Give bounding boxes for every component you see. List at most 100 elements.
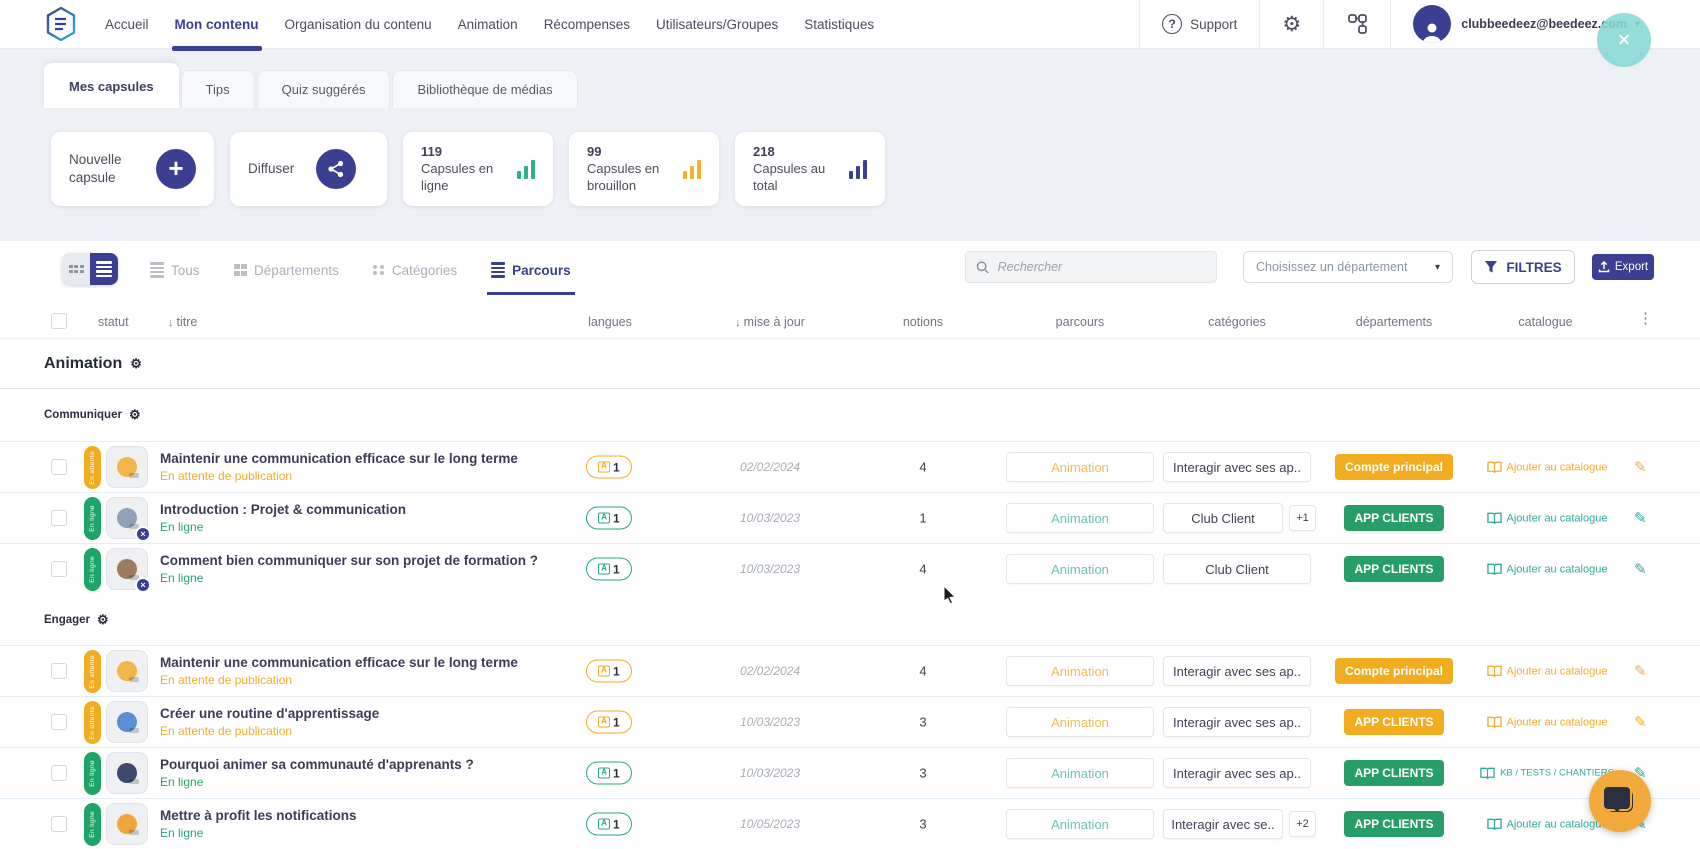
clock-thumbnail[interactable]: × <box>106 701 148 743</box>
column-titre[interactable]: ↓titre <box>168 315 197 329</box>
department-badge[interactable]: APP CLIENTS <box>1344 760 1443 786</box>
tab-bibliotheque-medias[interactable]: Bibliothèque de médias <box>392 70 577 108</box>
row-checkbox[interactable] <box>51 816 67 832</box>
column-langues[interactable]: langues <box>575 315 645 329</box>
category-chip[interactable]: Interagir avec ses ap.. <box>1163 707 1311 737</box>
department-badge[interactable]: Compte principal <box>1335 658 1453 684</box>
column-departements[interactable]: départements <box>1328 315 1460 329</box>
new-capsule-button[interactable]: Nouvelle capsule + <box>51 132 214 206</box>
stat-capsules-total[interactable]: 218 Capsules au total <box>735 132 885 206</box>
nav-item-utilisateurs[interactable]: Utilisateurs/Groupes <box>643 0 791 48</box>
nav-item-mon-contenu[interactable]: Mon contenu <box>162 0 272 48</box>
capsule-title[interactable]: Créer une routine d'apprentissage <box>160 706 590 721</box>
language-count-badge[interactable]: A 1 <box>586 660 632 683</box>
tab-mes-capsules[interactable]: Mes capsules <box>44 63 179 108</box>
megaphone-thumbnail[interactable]: × <box>106 446 148 488</box>
add-to-catalog-button[interactable]: Ajouter au catalogue <box>1468 461 1626 474</box>
org-chart-button[interactable] <box>1323 0 1390 48</box>
column-mise-a-jour[interactable]: ↓mise à jour <box>716 315 824 329</box>
megaphone-thumbnail[interactable]: × <box>106 650 148 692</box>
settings-button[interactable]: ⚙ <box>1259 0 1323 48</box>
parcours-chip[interactable]: Animation <box>1006 554 1154 584</box>
nav-item-accueil[interactable]: Accueil <box>92 0 162 48</box>
nav-item-recompenses[interactable]: Récompenses <box>531 0 643 48</box>
tab-quiz-suggeres[interactable]: Quiz suggérés <box>257 70 391 108</box>
capsule-title[interactable]: Maintenir une communication efficace sur… <box>160 451 590 466</box>
category-chip[interactable]: Interagir avec ses ap.. <box>1163 758 1311 788</box>
filter-tab-parcours[interactable]: Parcours <box>491 253 571 287</box>
capsule-title[interactable]: Introduction : Projet & communication <box>160 502 590 517</box>
filter-tab-departements[interactable]: Départements <box>234 253 339 287</box>
add-to-catalog-button[interactable]: Ajouter au catalogue <box>1468 512 1626 525</box>
parcours-chip[interactable]: Animation <box>1006 707 1154 737</box>
row-checkbox[interactable] <box>51 510 67 526</box>
view-toggle[interactable] <box>62 253 118 285</box>
category-extra-chip[interactable]: +2 <box>1289 811 1316 837</box>
nav-item-animation[interactable]: Animation <box>445 0 531 48</box>
language-count-badge[interactable]: A 1 <box>586 813 632 836</box>
user-menu[interactable]: clubbeedeez@beedeez.com ▾ <box>1390 0 1700 48</box>
list-view-icon[interactable] <box>90 253 118 285</box>
language-count-badge[interactable]: A 1 <box>586 711 632 734</box>
stat-capsules-brouillon[interactable]: 99 Capsules en brouillon <box>569 132 719 206</box>
category-extra-chip[interactable]: +1 <box>1289 505 1316 531</box>
parcours-chip[interactable]: Animation <box>1006 758 1154 788</box>
column-parcours[interactable]: parcours <box>1006 315 1154 329</box>
capsule-title[interactable]: Comment bien communiquer sur son projet … <box>160 553 590 568</box>
edit-pencil-icon[interactable]: ✎ <box>1634 713 1647 731</box>
language-count-badge[interactable]: A 1 <box>586 507 632 530</box>
department-badge[interactable]: APP CLIENTS <box>1344 556 1443 582</box>
tab-tips[interactable]: Tips <box>181 70 255 108</box>
column-catalogue[interactable]: catalogue <box>1468 315 1623 329</box>
filters-button[interactable]: FILTRES <box>1471 250 1575 284</box>
gear-icon[interactable]: ⚙ <box>129 407 141 423</box>
row-checkbox[interactable] <box>51 459 67 475</box>
select-all-checkbox[interactable] <box>51 313 67 329</box>
grid-view-icon[interactable] <box>62 253 90 285</box>
department-select[interactable]: Choisissez un département ▾ <box>1243 251 1453 283</box>
support-button[interactable]: ? Support <box>1139 0 1259 48</box>
crowd-thumbnail[interactable]: × <box>106 752 148 794</box>
column-categories[interactable]: catégories <box>1163 315 1311 329</box>
language-count-badge[interactable]: A 1 <box>586 762 632 785</box>
category-chip[interactable]: Club Client <box>1163 554 1311 584</box>
mascots-photo-thumbnail[interactable]: × <box>106 548 148 590</box>
overlay-close-button[interactable]: × <box>1597 13 1651 67</box>
row-checkbox[interactable] <box>51 714 67 730</box>
category-chip[interactable]: Club Client <box>1163 503 1283 533</box>
gear-icon[interactable]: ⚙ <box>130 356 142 372</box>
edit-pencil-icon[interactable]: ✎ <box>1634 458 1647 476</box>
filter-tab-tous[interactable]: Tous <box>150 253 200 287</box>
capsule-title[interactable]: Pourquoi animer sa communauté d'apprenan… <box>160 757 590 772</box>
parcours-chip[interactable]: Animation <box>1006 809 1154 839</box>
capsule-title[interactable]: Mettre à profit les notifications <box>160 808 590 823</box>
gear-icon[interactable]: ⚙ <box>97 612 109 628</box>
row-checkbox[interactable] <box>51 561 67 577</box>
capsule-title[interactable]: Maintenir une communication efficace sur… <box>160 655 590 670</box>
language-count-badge[interactable]: A 1 <box>586 456 632 479</box>
nav-item-statistiques[interactable]: Statistiques <box>791 0 887 48</box>
column-options-icon[interactable]: ⋮ <box>1638 309 1653 327</box>
department-badge[interactable]: APP CLIENTS <box>1344 505 1443 531</box>
export-button[interactable]: Export <box>1592 254 1654 280</box>
row-checkbox[interactable] <box>51 663 67 679</box>
parcours-chip[interactable]: Animation <box>1006 452 1154 482</box>
department-badge[interactable]: APP CLIENTS <box>1344 811 1443 837</box>
search-input[interactable] <box>998 260 1206 274</box>
envelope-thumbnail[interactable]: × <box>106 803 148 845</box>
parcours-chip[interactable]: Animation <box>1006 503 1154 533</box>
diffuse-button[interactable]: Diffuser <box>230 132 387 206</box>
search-box[interactable] <box>965 251 1217 283</box>
chat-widget-button[interactable] <box>1589 770 1651 832</box>
row-checkbox[interactable] <box>51 765 67 781</box>
parcours-chip[interactable]: Animation <box>1006 656 1154 686</box>
department-badge[interactable]: Compte principal <box>1335 454 1453 480</box>
filter-tab-categories[interactable]: Catégories <box>373 253 457 287</box>
column-notions[interactable]: notions <box>888 315 958 329</box>
add-to-catalog-button[interactable]: Ajouter au catalogue <box>1468 563 1626 576</box>
category-chip[interactable]: Interagir avec se.. <box>1163 809 1283 839</box>
beedeez-logo-icon[interactable] <box>46 7 76 41</box>
add-to-catalog-button[interactable]: Ajouter au catalogue <box>1468 665 1626 678</box>
department-badge[interactable]: APP CLIENTS <box>1344 709 1443 735</box>
add-to-catalog-button[interactable]: Ajouter au catalogue <box>1468 716 1626 729</box>
